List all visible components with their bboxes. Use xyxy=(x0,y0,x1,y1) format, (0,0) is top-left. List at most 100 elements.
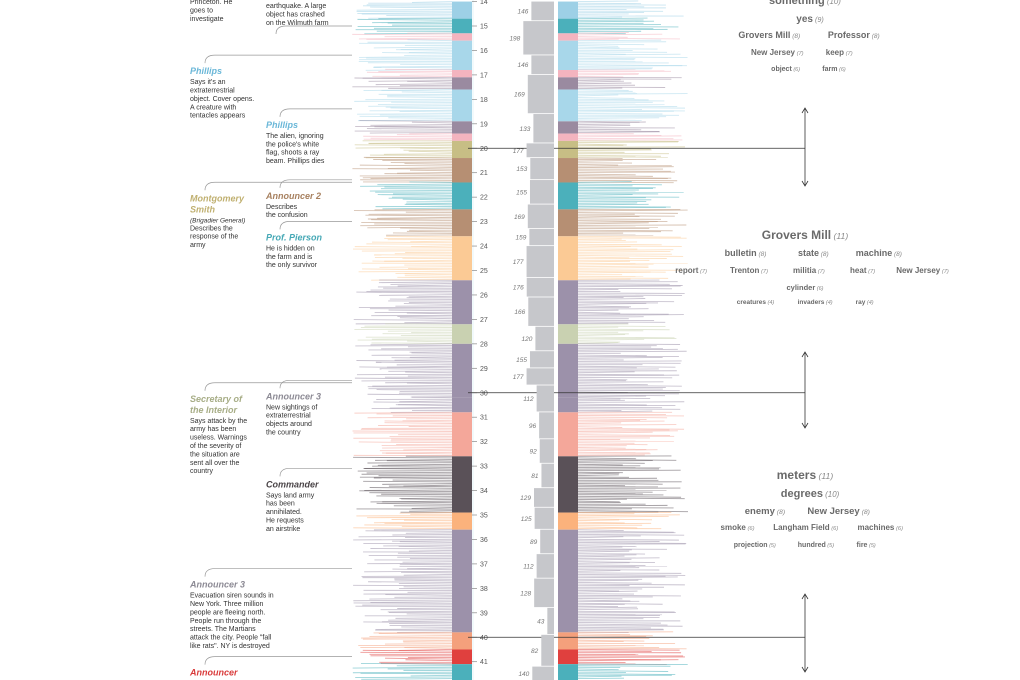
voice-strand-left xyxy=(411,121,453,124)
voice-strand-left xyxy=(356,9,453,11)
voice-strand-left xyxy=(368,581,453,583)
speaker-connector xyxy=(204,568,352,577)
voice-strand-left xyxy=(406,382,453,385)
voice-strand-left xyxy=(364,489,453,491)
voice-strand-right xyxy=(577,360,682,362)
word-count-label: 176 xyxy=(513,285,524,292)
voice-strand-left xyxy=(391,357,453,359)
voice-strand-right xyxy=(577,378,628,381)
voice-strand-left xyxy=(394,579,453,582)
voice-strand-right xyxy=(577,460,653,462)
voice-strand-left xyxy=(397,315,453,318)
voice-strand-left xyxy=(352,671,453,674)
minute-tick-label: 38 xyxy=(480,586,488,593)
voice-strand-right xyxy=(577,348,678,351)
voice-strand-right xyxy=(577,183,662,186)
voice-strand-left xyxy=(359,42,453,45)
voice-strand-right xyxy=(577,633,631,636)
voice-strand-right xyxy=(577,166,674,169)
voice-strand-right xyxy=(577,271,666,273)
keyword: projection (5) xyxy=(734,542,776,549)
word-count-bar xyxy=(534,578,554,608)
speaker-description-line: Describes the xyxy=(190,225,233,232)
speaker-name: Phillips xyxy=(190,66,222,76)
minute-tick-label: 26 xyxy=(480,292,488,299)
voice-strand-left xyxy=(368,105,453,107)
minute-tick-label: 15 xyxy=(480,24,488,31)
speaker-description-line: annihilated. xyxy=(266,509,302,516)
keyword: ray (4) xyxy=(856,299,874,306)
voice-strand-left xyxy=(411,245,453,247)
voice-strand-left xyxy=(398,545,453,548)
voice-strand-right xyxy=(577,39,662,42)
voice-strand-left xyxy=(366,128,453,130)
voice-strand-left xyxy=(387,610,453,613)
voice-strand-right xyxy=(577,73,639,76)
voice-strand-left xyxy=(391,518,453,520)
speaker-segment-axis xyxy=(452,33,472,41)
voice-strand-right xyxy=(577,68,652,70)
voice-strand-right xyxy=(577,141,679,143)
voice-strand-right xyxy=(577,430,678,432)
voice-strand-left xyxy=(388,117,453,119)
speaker-description-line: Describes xyxy=(266,204,298,211)
speaker-title: (Brigadier General) xyxy=(190,217,245,224)
minute-tick-label: 27 xyxy=(480,317,488,324)
keyword: Trenton (7) xyxy=(730,266,768,275)
voice-strand-left xyxy=(406,613,453,615)
voice-strand-right xyxy=(577,463,623,466)
voice-strand-left xyxy=(401,525,453,528)
top-fragment-text: earthquake. A large xyxy=(266,3,326,10)
voice-strand-left xyxy=(370,124,453,126)
voice-strand-left xyxy=(410,674,453,677)
word-count-bar xyxy=(536,385,554,412)
voice-strand-right xyxy=(577,256,630,259)
voice-strand-right xyxy=(577,497,685,500)
voice-strand-right xyxy=(577,356,663,359)
voice-strand-right xyxy=(577,668,619,671)
voice-strand-left xyxy=(375,83,453,86)
voice-strand-left xyxy=(360,185,453,187)
voice-strand-left xyxy=(403,448,453,451)
speaker-segment-axis xyxy=(452,280,472,325)
voice-strand-right xyxy=(577,75,624,78)
voice-strand-right xyxy=(577,549,632,551)
voice-strand-left xyxy=(399,110,453,113)
voice-strand-left xyxy=(384,420,453,423)
voice-strand-right xyxy=(577,2,642,5)
voice-strand-left xyxy=(385,68,453,71)
voice-strand-right xyxy=(577,203,649,206)
speaker-connector xyxy=(275,25,352,35)
voice-strand-left xyxy=(399,541,453,543)
speaker-segment-axis xyxy=(452,70,472,78)
speaker-description-line: beam. Phillips dies xyxy=(266,158,325,165)
voice-strand-left xyxy=(367,416,453,419)
voice-strand-left xyxy=(401,498,453,500)
voice-strand-left xyxy=(358,37,453,40)
speaker-description-line: Evacuation siren sounds in xyxy=(190,593,274,600)
voice-strand-left xyxy=(382,501,453,504)
voice-strand-right xyxy=(577,403,647,406)
voice-strand-right xyxy=(577,267,649,269)
voice-strand-left xyxy=(362,176,453,179)
voice-strand-right xyxy=(577,285,681,288)
voice-strand-left xyxy=(410,240,453,243)
voice-strand-left xyxy=(400,147,453,150)
voice-strand-right xyxy=(577,89,629,91)
speaker-description-line: extraterrestrial xyxy=(266,413,311,420)
voice-strand-left xyxy=(389,623,453,625)
voice-strand-left xyxy=(368,142,453,145)
word-count-label: 120 xyxy=(522,336,533,343)
speaker-connector xyxy=(204,382,352,391)
speaker-connector xyxy=(279,379,352,389)
speaker-segment-axis xyxy=(452,40,472,71)
voice-strand-left xyxy=(398,649,453,651)
top-fragment-text: on the Wilmuth farm xyxy=(266,20,329,27)
voice-strand-left xyxy=(369,598,453,600)
voice-strand-right xyxy=(577,495,682,498)
minute-tick-label: 32 xyxy=(480,439,488,446)
speaker-connector xyxy=(204,54,352,64)
voice-strand-right xyxy=(577,608,639,611)
speaker-description-line: useless. Warnings xyxy=(190,435,247,442)
voice-strand-right xyxy=(577,623,668,626)
